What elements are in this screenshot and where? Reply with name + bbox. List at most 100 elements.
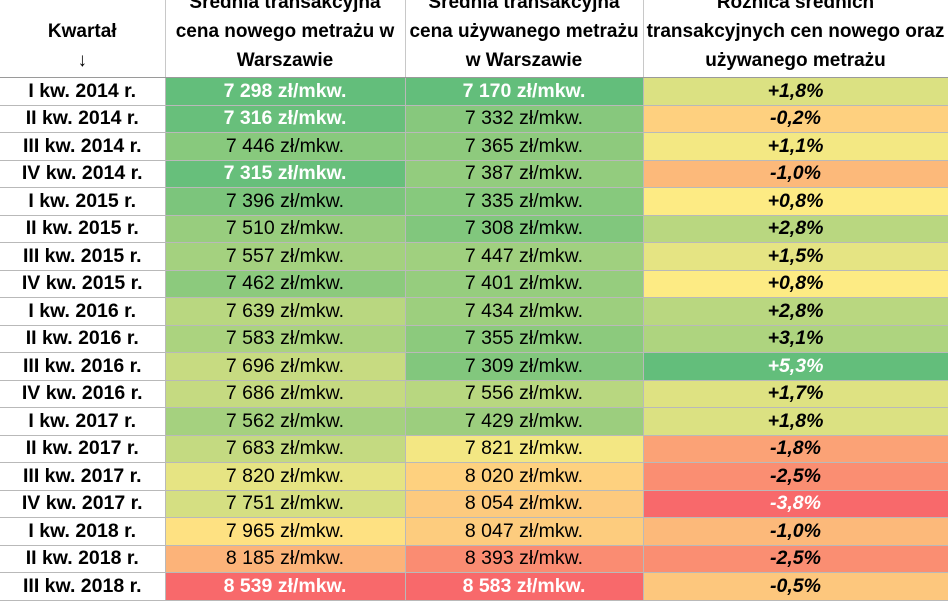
quarter-cell: IV kw. 2014 r. (0, 159, 166, 188)
quarter-cell: II kw. 2014 r. (0, 104, 166, 133)
header-used-price: Średnia transakcyjna cena używanego metr… (405, 0, 644, 78)
table-row: I kw. 2017 r. 7 562 zł/mkw. 7 429 zł/mkw. +… (0, 407, 948, 436)
difference-cell: -1,0% (642, 517, 948, 546)
table-row: IV kw. 2015 r. 7 462 zł/mkw. 7 401 zł/mkw.… (0, 269, 948, 298)
table-row: II kw. 2014 r. 7 316 zł/mkw. 7 332 zł/mkw.… (0, 104, 948, 133)
quarter-cell: IV kw. 2015 r. (0, 269, 166, 298)
difference-cell: +1,5% (642, 242, 948, 271)
difference-cell: -0,2% (642, 104, 948, 133)
difference-cell: -0,5% (642, 572, 948, 601)
used-price-cell: 7 335 zł/mkw. (404, 187, 644, 216)
new-price-cell: 7 683 zł/mkw. (164, 434, 406, 463)
difference-cell: -1,0% (642, 159, 948, 188)
used-price-cell: 8 054 zł/mkw. (404, 489, 644, 518)
table-row: II kw. 2018 r. 8 185 zł/mkw. 8 393 zł/mkw.… (0, 544, 948, 573)
quarter-cell: III kw. 2018 r. (0, 572, 166, 601)
difference-cell: +5,3% (642, 352, 948, 381)
header-quarter-label: Kwartał (47, 21, 117, 42)
new-price-cell: 7 462 zł/mkw. (164, 269, 406, 298)
quarter-cell: II kw. 2016 r. (0, 324, 166, 353)
difference-cell: +1,8% (642, 77, 948, 106)
used-price-cell: 7 332 zł/mkw. (404, 104, 644, 133)
sort-down-arrow-icon: ↓ (77, 50, 88, 71)
table-row: II kw. 2017 r. 7 683 zł/mkw. 7 821 zł/mkw.… (0, 434, 948, 463)
difference-cell: +3,1% (642, 324, 948, 353)
table-row: II kw. 2016 r. 7 583 zł/mkw. 7 355 zł/mkw.… (0, 324, 948, 353)
table-row: III kw. 2015 r. 7 557 zł/mkw. 7 447 zł/mkw… (0, 242, 948, 271)
new-price-cell: 7 510 zł/mkw. (164, 214, 406, 243)
new-price-cell: 7 965 zł/mkw. (164, 517, 406, 546)
new-price-cell: 7 315 zł/mkw. (164, 159, 406, 188)
quarter-cell: II kw. 2017 r. (0, 434, 166, 463)
new-price-cell: 8 539 zł/mkw. (164, 572, 406, 601)
used-price-cell: 8 393 zł/mkw. (404, 544, 644, 573)
used-price-cell: 7 309 zł/mkw. (404, 352, 644, 381)
table-row: III kw. 2014 r. 7 446 zł/mkw. 7 365 zł/mkw… (0, 132, 948, 161)
table-row: I kw. 2014 r. 7 298 zł/mkw. 7 170 zł/mkw. +… (0, 77, 948, 106)
table-row: I kw. 2018 r. 7 965 zł/mkw. 8 047 zł/mkw. -… (0, 517, 948, 546)
used-price-cell: 7 308 zł/mkw. (404, 214, 644, 243)
table-row: III kw. 2017 r. 7 820 zł/mkw. 8 020 zł/mkw… (0, 462, 948, 491)
header-row: Kwartał ↓ Średnia transakcyjna cena nowe… (0, 0, 948, 78)
table-row: III kw. 2018 r. 8 539 zł/mkw. 8 583 zł/mkw… (0, 572, 948, 601)
table-row: IV kw. 2016 r. 7 686 zł/mkw. 7 556 zł/mkw.… (0, 379, 948, 408)
quarter-cell: II kw. 2018 r. (0, 544, 166, 573)
new-price-cell: 7 562 zł/mkw. (164, 407, 406, 436)
used-price-cell: 7 401 zł/mkw. (404, 269, 644, 298)
difference-cell: +0,8% (642, 187, 948, 216)
difference-cell: -2,5% (642, 462, 948, 491)
difference-cell: +0,8% (642, 269, 948, 298)
new-price-cell: 8 185 zł/mkw. (164, 544, 406, 573)
new-price-cell: 7 639 zł/mkw. (164, 297, 406, 326)
quarter-cell: IV kw. 2017 r. (0, 489, 166, 518)
quarter-cell: IV kw. 2016 r. (0, 379, 166, 408)
new-price-cell: 7 583 zł/mkw. (164, 324, 406, 353)
used-price-cell: 7 429 zł/mkw. (404, 407, 644, 436)
quarter-cell: I kw. 2017 r. (0, 407, 166, 436)
quarter-cell: II kw. 2015 r. (0, 214, 166, 243)
quarter-cell: III kw. 2014 r. (0, 132, 166, 161)
new-price-cell: 7 751 zł/mkw. (164, 489, 406, 518)
difference-cell: +2,8% (642, 214, 948, 243)
difference-cell: -2,5% (642, 544, 948, 573)
used-price-cell: 7 447 zł/mkw. (404, 242, 644, 271)
used-price-cell: 8 583 zł/mkw. (404, 572, 644, 601)
quarter-cell: I kw. 2018 r. (0, 517, 166, 546)
table-row: III kw. 2016 r. 7 696 zł/mkw. 7 309 zł/mkw… (0, 352, 948, 381)
difference-cell: +1,8% (642, 407, 948, 436)
difference-cell: -1,8% (642, 434, 948, 463)
difference-cell: -3,8% (642, 489, 948, 518)
table-body: I kw. 2014 r. 7 298 zł/mkw. 7 170 zł/mkw. +… (0, 77, 948, 601)
used-price-cell: 7 821 zł/mkw. (404, 434, 644, 463)
used-price-cell: 7 387 zł/mkw. (404, 159, 644, 188)
difference-cell: +2,8% (642, 297, 948, 326)
table-row: IV kw. 2014 r. 7 315 zł/mkw. 7 387 zł/mkw.… (0, 159, 948, 188)
used-price-cell: 7 434 zł/mkw. (404, 297, 644, 326)
new-price-cell: 7 820 zł/mkw. (164, 462, 406, 491)
table-row: IV kw. 2017 r. 7 751 zł/mkw. 8 054 zł/mkw.… (0, 489, 948, 518)
difference-cell: +1,7% (642, 379, 948, 408)
quarter-cell: I kw. 2015 r. (0, 187, 166, 216)
used-price-cell: 8 047 zł/mkw. (404, 517, 644, 546)
used-price-cell: 7 556 zł/mkw. (404, 379, 644, 408)
new-price-cell: 7 686 zł/mkw. (164, 379, 406, 408)
difference-cell: +1,1% (642, 132, 948, 161)
quarter-cell: III kw. 2016 r. (0, 352, 166, 381)
quarter-cell: I kw. 2014 r. (0, 77, 166, 106)
used-price-cell: 7 355 zł/mkw. (404, 324, 644, 353)
new-price-cell: 7 696 zł/mkw. (164, 352, 406, 381)
used-price-cell: 7 170 zł/mkw. (404, 77, 644, 106)
new-price-cell: 7 298 zł/mkw. (164, 77, 406, 106)
used-price-cell: 8 020 zł/mkw. (404, 462, 644, 491)
new-price-cell: 7 446 zł/mkw. (164, 132, 406, 161)
header-new-price: Średnia transakcyjna cena nowego metrażu… (165, 0, 406, 78)
table-row: I kw. 2015 r. 7 396 zł/mkw. 7 335 zł/mkw. +… (0, 187, 948, 216)
used-price-cell: 7 365 zł/mkw. (404, 132, 644, 161)
quarter-cell: I kw. 2016 r. (0, 297, 166, 326)
header-difference: Różnica średnich transakcyjnych cen nowe… (643, 0, 948, 78)
quarter-cell: III kw. 2017 r. (0, 462, 166, 491)
new-price-cell: 7 396 zł/mkw. (164, 187, 406, 216)
table-row: I kw. 2016 r. 7 639 zł/mkw. 7 434 zł/mkw. +… (0, 297, 948, 326)
header-quarter: Kwartał ↓ (0, 0, 166, 78)
